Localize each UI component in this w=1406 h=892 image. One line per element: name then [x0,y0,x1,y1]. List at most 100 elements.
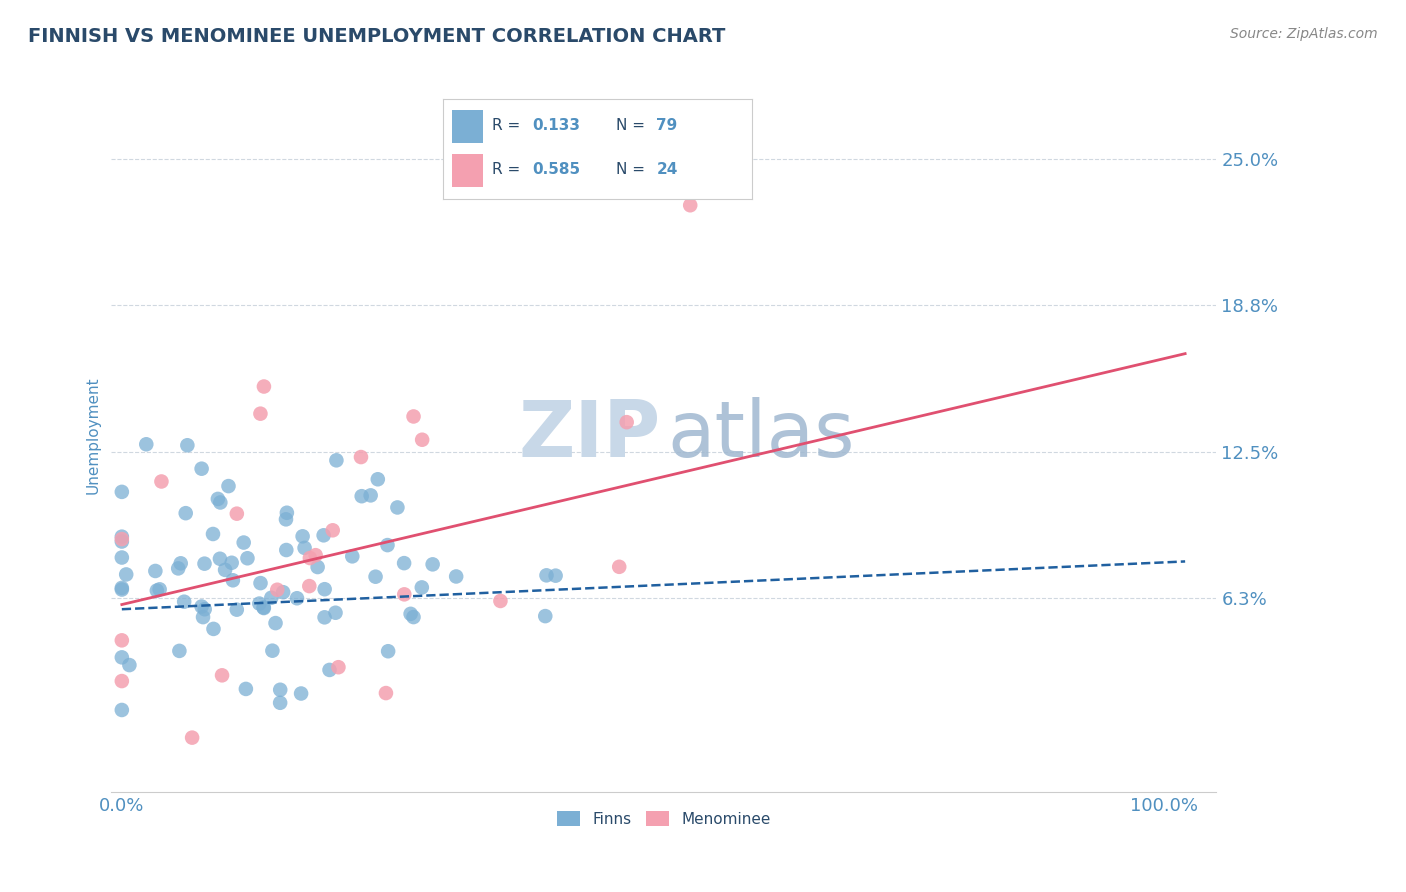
Point [269,682,291,697]
Point [402,610,425,624]
Point [679,198,702,212]
Point [135,437,157,451]
Point [307,560,329,574]
Point [167,561,190,575]
Point [146,583,169,598]
Text: ZIP: ZIP [519,397,661,473]
Point [304,548,326,562]
Point [260,591,283,605]
Text: atlas: atlas [668,397,855,473]
Point [176,438,198,452]
Point [170,557,193,571]
Point [444,569,467,583]
Point [201,527,224,541]
Point [374,686,396,700]
Point [328,660,350,674]
Point [411,581,433,595]
Point [191,610,214,624]
Point [193,557,215,571]
Point [169,644,191,658]
Point [214,563,236,577]
Point [202,622,225,636]
Point [222,574,245,588]
Point [298,579,321,593]
Point [394,587,416,601]
Point [247,597,270,611]
Point [264,616,287,631]
Point [350,450,373,464]
Text: Source: ZipAtlas.com: Source: ZipAtlas.com [1230,27,1378,41]
Point [145,564,167,578]
Point [208,551,231,566]
Point [322,524,344,538]
Point [111,530,134,544]
Point [218,479,240,493]
Y-axis label: Unemployment: Unemployment [86,376,100,493]
Point [616,415,638,429]
Point [209,495,232,509]
Point [111,650,134,665]
Point [377,644,399,658]
Point [422,558,444,572]
Point [312,528,335,542]
Point [207,491,229,506]
Point [262,643,284,657]
Point [253,601,276,615]
Point [276,506,298,520]
Point [253,379,276,393]
Point [190,599,212,614]
Point [274,512,297,526]
Point [249,407,271,421]
Point [118,658,141,673]
Point [290,686,312,700]
Point [399,607,422,621]
Point [411,433,433,447]
Point [364,570,387,584]
Point [377,538,399,552]
Point [149,582,172,597]
Point [276,543,298,558]
Point [325,453,347,467]
Point [174,506,197,520]
Point [235,681,257,696]
Point [111,582,134,597]
Point [298,551,321,566]
Point [318,663,340,677]
Point [111,633,134,648]
Point [534,609,557,624]
Point [225,602,247,616]
Legend: Finns, Menominee: Finns, Menominee [550,803,779,834]
Point [111,703,134,717]
Point [252,600,274,615]
Point [402,409,425,424]
Point [294,541,316,555]
Point [536,568,558,582]
Point [342,549,364,564]
Point [115,567,138,582]
Point [111,532,134,546]
Point [236,551,259,566]
Point [232,535,254,549]
Point [271,585,294,599]
Point [360,488,382,502]
Point [111,534,134,549]
Point [392,556,415,570]
Point [181,731,204,745]
Point [269,696,291,710]
Point [225,507,247,521]
Point [367,472,389,486]
Point [387,500,409,515]
Point [314,610,336,624]
Point [266,582,288,597]
Point [607,559,630,574]
Point [314,582,336,597]
Point [173,595,195,609]
Point [111,484,134,499]
Point [221,556,243,570]
Point [544,568,567,582]
Point [111,674,134,689]
Point [325,606,347,620]
Point [350,489,373,503]
Text: FINNISH VS MENOMINEE UNEMPLOYMENT CORRELATION CHART: FINNISH VS MENOMINEE UNEMPLOYMENT CORREL… [28,27,725,45]
Point [150,475,173,489]
